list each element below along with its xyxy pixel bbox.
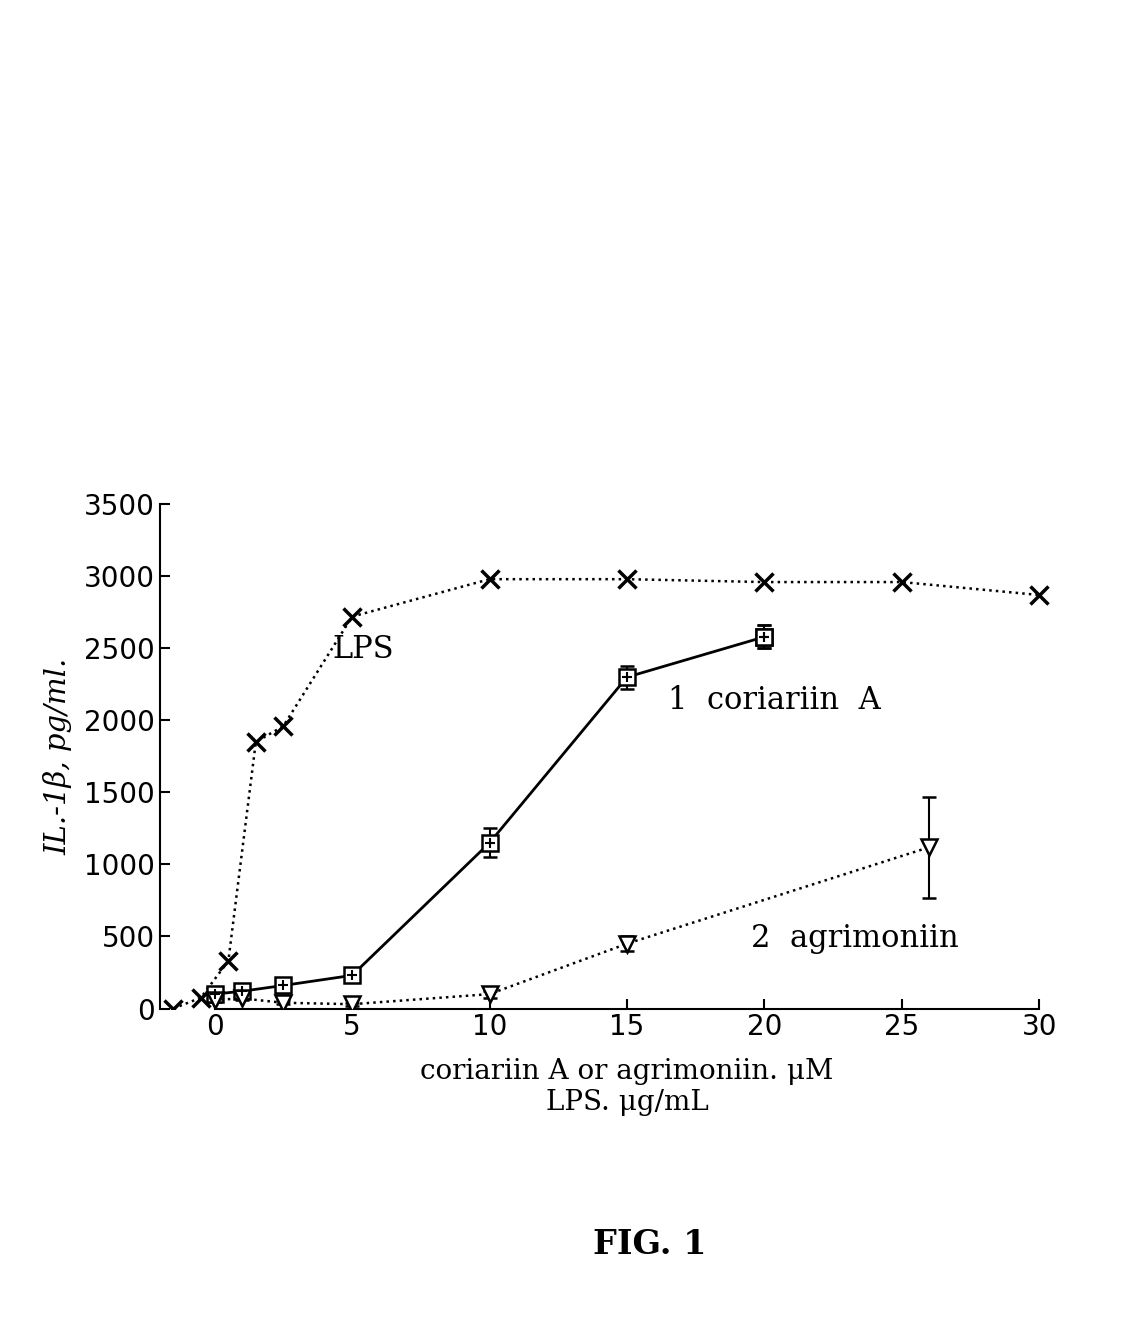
Text: 1  coriariin  A: 1 coriariin A [668,685,881,715]
Text: 2  agrimoniin: 2 agrimoniin [751,922,959,954]
Text: LPS: LPS [333,634,394,665]
Y-axis label: IL.-1β, pg/ml.: IL.-1β, pg/ml. [43,658,73,855]
X-axis label: coriariin A or agrimoniin. μM
LPS. μg/mL: coriariin A or agrimoniin. μM LPS. μg/mL [421,1058,833,1116]
Text: FIG. 1: FIG. 1 [593,1227,707,1261]
